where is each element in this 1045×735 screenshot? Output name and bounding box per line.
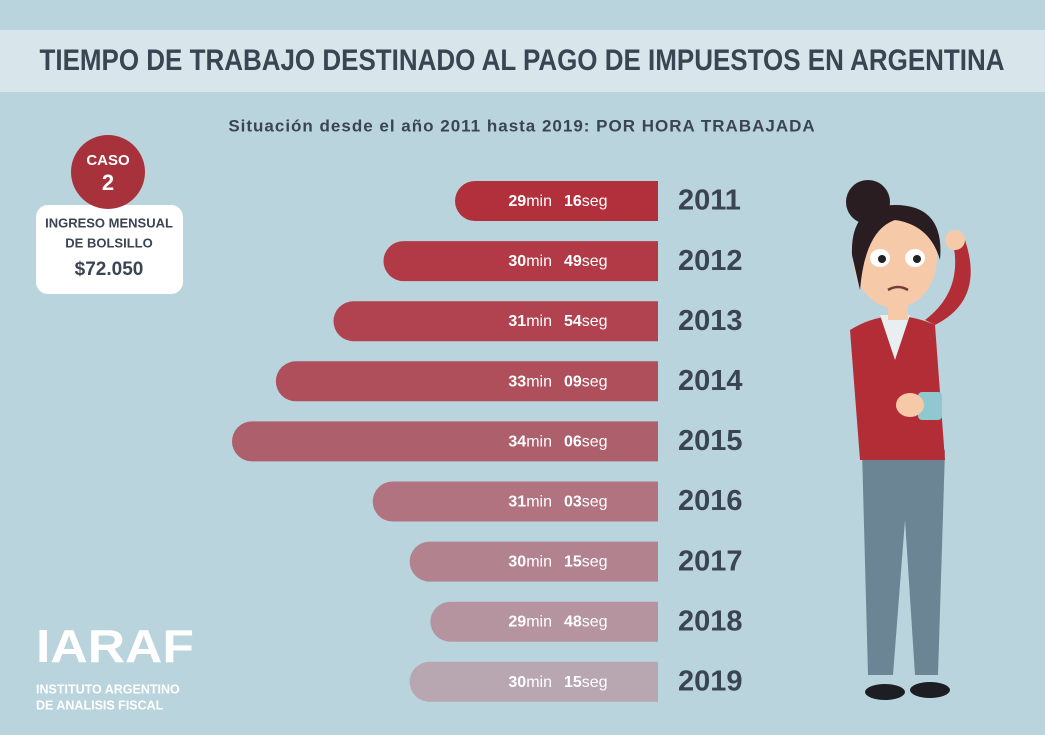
seconds-unit: seg — [582, 313, 608, 330]
seconds-value: 54 — [564, 313, 582, 330]
year-label: 2019 — [678, 665, 743, 697]
bar-label: 34min 06seg — [508, 434, 607, 451]
minutes-unit: min — [526, 554, 552, 571]
bar-label: 33min 09seg — [508, 374, 607, 391]
bar — [455, 181, 658, 221]
year-label: 2013 — [678, 305, 743, 337]
year-label: 2016 — [678, 485, 743, 517]
minutes-unit: min — [526, 494, 552, 511]
bar — [409, 661, 658, 702]
income-value: $72.050 — [75, 259, 144, 280]
bar — [275, 361, 658, 402]
minutes-value: 30 — [508, 674, 526, 691]
year-label: 2014 — [678, 365, 743, 397]
year-label: 2017 — [678, 545, 743, 577]
bar — [232, 421, 658, 462]
income-label: DE BOLSILLO — [65, 235, 152, 250]
seconds-value: 48 — [564, 614, 582, 631]
seconds-unit: seg — [582, 554, 608, 571]
minutes-value: 33 — [508, 374, 526, 391]
minutes-unit: min — [526, 374, 552, 391]
minutes-value: 34 — [508, 434, 526, 451]
bar-label: 30min 49seg — [508, 253, 607, 270]
income-label: INGRESO MENSUAL — [45, 215, 173, 230]
minutes-unit: min — [526, 253, 552, 270]
bar-label: 30min 15seg — [508, 674, 607, 691]
minutes-value: 29 — [508, 614, 526, 631]
bar — [372, 481, 658, 522]
seconds-unit: seg — [582, 253, 608, 270]
seconds-value: 09 — [564, 374, 582, 391]
year-label: 2015 — [678, 425, 743, 457]
seconds-unit: seg — [582, 614, 608, 631]
minutes-unit: min — [526, 313, 552, 330]
seconds-unit: seg — [582, 674, 608, 691]
bar-label: 31min 54seg — [508, 313, 607, 330]
seconds-value: 16 — [564, 193, 582, 210]
seconds-unit: seg — [582, 193, 608, 210]
minutes-unit: min — [526, 434, 552, 451]
seconds-value: 06 — [564, 434, 582, 451]
income-box — [36, 205, 183, 294]
case-number: 2 — [102, 170, 114, 195]
seconds-unit: seg — [582, 374, 608, 391]
bar-label: 29min 48seg — [508, 614, 607, 631]
seconds-unit: seg — [582, 434, 608, 451]
bar — [333, 301, 658, 342]
seconds-value: 15 — [564, 554, 582, 571]
illustration — [846, 180, 971, 700]
seconds-value: 15 — [564, 674, 582, 691]
minutes-unit: min — [526, 674, 552, 691]
case-label: CASO — [86, 152, 130, 169]
seconds-unit: seg — [582, 494, 608, 511]
bar-label: 31min 03seg — [508, 494, 607, 511]
seconds-value: 49 — [564, 253, 582, 270]
logo-text: INSTITUTO ARGENTINO — [36, 682, 180, 696]
minutes-value: 29 — [508, 193, 526, 210]
logo-text: DE ANALISIS FISCAL — [36, 698, 164, 712]
minutes-unit: min — [526, 614, 552, 631]
title-band — [0, 30, 1045, 92]
bar — [383, 241, 658, 282]
minutes-value: 31 — [508, 313, 526, 330]
logo: IARAF — [36, 620, 194, 672]
bar-label: 29min 16seg — [508, 193, 607, 210]
minutes-value: 30 — [508, 554, 526, 571]
minutes-value: 31 — [508, 494, 526, 511]
bar-label: 30min 15seg — [508, 554, 607, 571]
chart-subtitle: Situación desde el año 2011 hasta 2019: … — [228, 116, 815, 135]
case-badge — [71, 135, 145, 209]
seconds-value: 03 — [564, 494, 582, 511]
minutes-value: 30 — [508, 253, 526, 270]
chart-title: TIEMPO DE TRABAJO DESTINADO AL PAGO DE I… — [40, 44, 1005, 77]
year-label: 2012 — [678, 245, 743, 277]
bar — [430, 601, 658, 642]
bar — [409, 541, 658, 582]
year-label: 2011 — [678, 185, 741, 217]
minutes-unit: min — [526, 193, 552, 210]
year-label: 2018 — [678, 605, 743, 637]
